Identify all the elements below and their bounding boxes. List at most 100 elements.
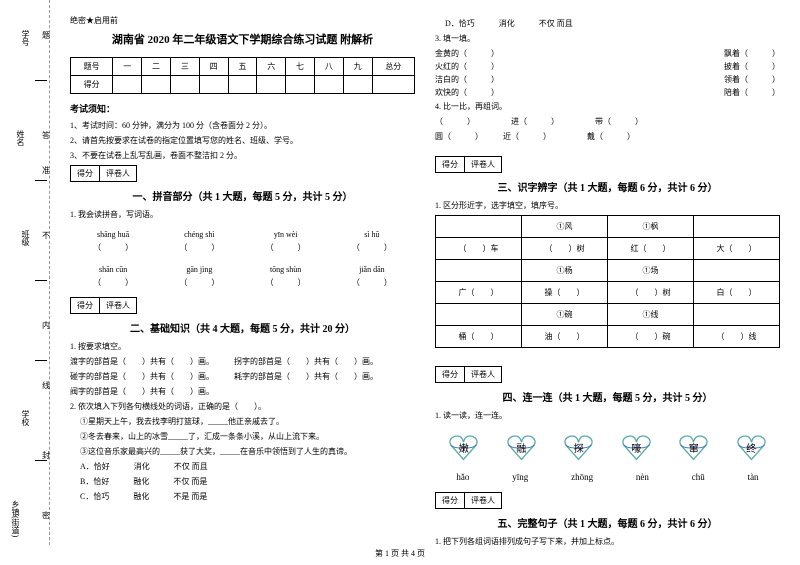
answer-blank[interactable]: （ ） <box>352 277 392 288</box>
score-label: 得分 <box>436 493 465 508</box>
score-header: 八 <box>314 58 343 76</box>
heart-icon: 嚎 <box>619 432 654 462</box>
pinyin: sì hū <box>352 230 392 239</box>
side-char: 密 <box>42 510 50 521</box>
pinyin: shāng huā <box>93 230 133 239</box>
answer-blank[interactable]: （ ） <box>93 277 133 288</box>
score-cell[interactable] <box>170 76 199 94</box>
pinyin: chéng shì <box>179 230 219 239</box>
score-cell[interactable] <box>257 76 286 94</box>
cell[interactable]: 红（ ） <box>608 238 694 260</box>
score-label: 得分 <box>436 157 465 172</box>
pinyin-ans: tàn <box>748 472 759 482</box>
binding-margin: 学号 姓名 班级 学校 乡镇(街道) 题 答 准 不 内 线 封 密 <box>0 0 50 545</box>
score-cell[interactable] <box>199 76 228 94</box>
reviewer-label: 评卷人 <box>100 298 136 313</box>
cell[interactable]: （ ）树 <box>522 238 608 260</box>
answer-blank[interactable]: （ ） <box>352 242 392 253</box>
pinyin-ans: nèn <box>636 472 649 482</box>
heart-char: 嫩 <box>446 440 481 455</box>
score-box: 得分评卷人 <box>70 297 137 314</box>
q-text: 2. 依次填入下列各句横线处的词语，正确的是（ ）。 <box>70 401 415 413</box>
q-item: 渡字的部首是（ ）共有（ ）画。 拐字的部首是（ ）共有（ ）画。 <box>70 356 415 368</box>
binding-label: 学校 <box>20 410 31 426</box>
score-cell[interactable] <box>372 76 414 94</box>
option[interactable]: A．恰好 消化 不仅 而且 <box>70 461 415 473</box>
cell[interactable]: （ ）车 <box>436 238 522 260</box>
option[interactable]: B．恰好 融化 不仅 而是 <box>70 476 415 488</box>
q-text: 1. 按要求填空。 <box>70 341 415 353</box>
answer-blank[interactable]: （ ） <box>266 242 306 253</box>
cell: ①风 <box>522 216 608 238</box>
reviewer-label: 评卷人 <box>100 166 136 181</box>
answer-blank[interactable]: （ ） <box>179 277 219 288</box>
side-char: 不 <box>42 230 50 241</box>
char-table: ①风①枫 （ ）车（ ）树红（ ）大（ ） ①杨①场 广（ ）操（ ）（ ）树白… <box>435 215 780 348</box>
heart-char: 窜 <box>676 440 711 455</box>
reviewer-label: 评卷人 <box>465 367 501 382</box>
pinyin: gān jìng <box>179 265 219 274</box>
binding-label: 班级 <box>20 230 31 246</box>
answer-blank[interactable]: （ ） <box>93 242 133 253</box>
answer-blank[interactable]: （ ） <box>266 277 306 288</box>
answer-blank[interactable]: （ ） <box>179 242 219 253</box>
cell[interactable]: 操（ ） <box>522 282 608 304</box>
cell: ①碗 <box>522 304 608 326</box>
fill-item: 领着（ ） <box>724 74 780 85</box>
cell[interactable]: （ ）线 <box>694 326 780 348</box>
score-cell[interactable] <box>314 76 343 94</box>
heart-icon: 融 <box>504 432 539 462</box>
fill-item: 陪着（ ） <box>724 87 780 98</box>
score-box: 得分评卷人 <box>70 165 137 182</box>
q1-text: 1. 我会读拼音，写词语。 <box>70 209 415 221</box>
pinyin: shān cūn <box>93 265 133 274</box>
pinyin-ans: yīng <box>512 472 528 482</box>
q-item: ①星期天上午，我去找李明打篮球，_____他正亲戚去了。 <box>70 416 415 428</box>
hearts-row: 嫩 融 探 嚎 窜 终 <box>435 432 780 462</box>
q-item: 碰字的部首是（ ）共有（ ）画。 耗字的部首是（ ）共有（ ）画。 <box>70 371 415 383</box>
binding-label: 乡镇(街道) <box>10 500 21 537</box>
cell[interactable]: 油（ ） <box>522 326 608 348</box>
q-item: （ ） 进（ ） 带（ ） <box>435 116 780 128</box>
score-cell[interactable] <box>228 76 257 94</box>
score-cell[interactable] <box>113 76 142 94</box>
cell[interactable]: 白（ ） <box>694 282 780 304</box>
heart-icon: 窜 <box>676 432 711 462</box>
instructions-title: 考试须知： <box>70 102 415 115</box>
fill-item: 火红的（ ） <box>435 61 499 72</box>
option[interactable]: D．恰巧 消化 不仅 而且 <box>435 18 780 30</box>
score-header: 五 <box>228 58 257 76</box>
heart-char: 融 <box>504 440 539 455</box>
heart-char: 嚎 <box>619 440 654 455</box>
q-item: ③这位音乐家最高兴的_____获了大奖，_____在音乐中领悟到了人生的真谛。 <box>70 446 415 458</box>
pinyin-row: shāng huā（ ） chéng shì（ ） yīn wèi（ ） sì … <box>70 227 415 256</box>
cell[interactable]: 桶（ ） <box>436 326 522 348</box>
side-char: 答 <box>42 130 50 141</box>
score-header: 三 <box>170 58 199 76</box>
binding-line <box>35 80 47 81</box>
score-cell[interactable] <box>142 76 171 94</box>
fill-item: 披着（ ） <box>724 61 780 72</box>
cell: ①枫 <box>608 216 694 238</box>
binding-line <box>35 360 47 361</box>
cell: ①杨 <box>522 260 608 282</box>
score-cell[interactable] <box>286 76 315 94</box>
option[interactable]: C．恰巧 融化 不是 而是 <box>70 491 415 503</box>
side-char: 准 <box>42 165 50 176</box>
score-label: 得分 <box>71 298 100 313</box>
pinyin: tōng shùn <box>266 265 306 274</box>
score-cell[interactable] <box>343 76 372 94</box>
q-item: 圆（ ） 近（ ） 戴（ ） <box>435 131 780 143</box>
cell[interactable]: （ ）碗 <box>608 326 694 348</box>
q-text: 3. 填一填。 <box>435 33 780 45</box>
cell: ①线 <box>608 304 694 326</box>
score-header: 六 <box>257 58 286 76</box>
fill-item: 洁白的（ ） <box>435 74 499 85</box>
score-table: 题号 一 二 三 四 五 六 七 八 九 总分 得分 <box>70 57 415 94</box>
cell[interactable]: 大（ ） <box>694 238 780 260</box>
section3-title: 三、识字辨字（共 1 大题，每题 6 分，共计 6 分） <box>435 179 780 194</box>
cell[interactable]: （ ）树 <box>608 282 694 304</box>
cell[interactable]: 广（ ） <box>436 282 522 304</box>
q-text: 1. 读一读，连一连。 <box>435 410 780 422</box>
q-text: 4. 比一比，再组词。 <box>435 101 780 113</box>
